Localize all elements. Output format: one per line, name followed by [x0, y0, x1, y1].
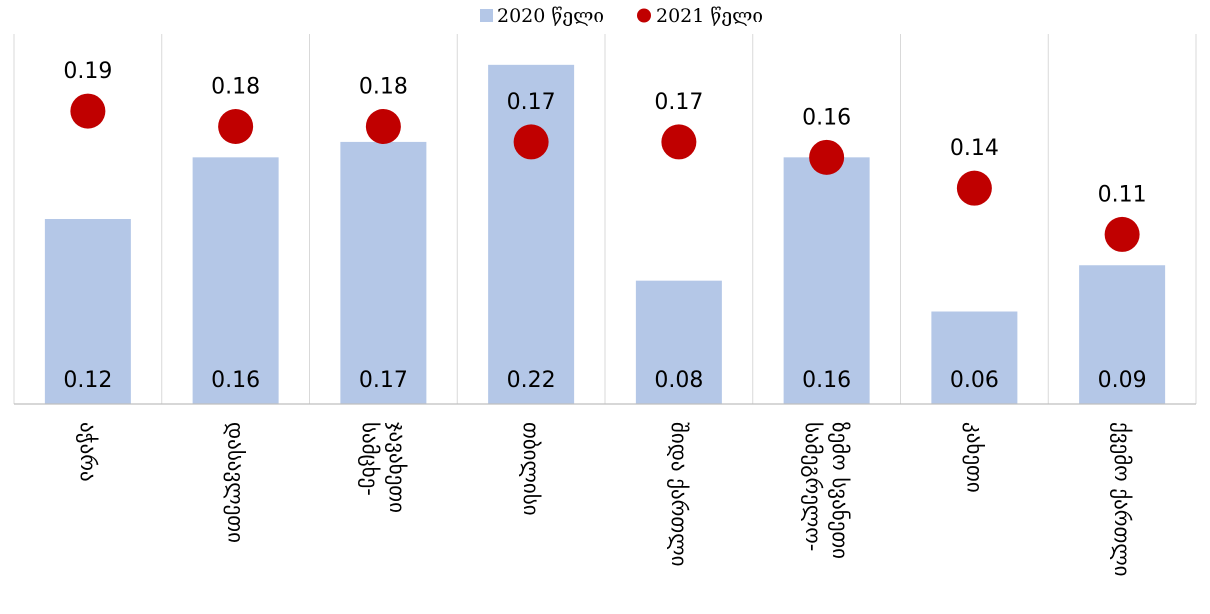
category-label-line: ქვემო ქართლი: [1110, 422, 1134, 577]
category-label-line: სამცხე-: [358, 422, 382, 496]
legend-swatch-2021: [637, 8, 651, 23]
bar: [783, 157, 870, 404]
bar-value-label: 0.16: [802, 368, 851, 393]
category-label: დასავლეთი: [224, 422, 248, 543]
category-label-line: კახეთი: [962, 422, 986, 493]
bar-series-2020: [44, 64, 1166, 404]
marker-value-label: 0.17: [507, 90, 556, 115]
bar: [635, 280, 722, 404]
category-label: აჭარა: [76, 422, 100, 482]
marker-point: [513, 124, 549, 160]
bar: [192, 157, 279, 404]
marker-point: [809, 139, 845, 175]
marker-point: [218, 109, 254, 144]
marker-point: [956, 170, 992, 206]
bar: [340, 141, 427, 404]
marker-value-label: 0.11: [1098, 182, 1147, 207]
bar: [1079, 265, 1166, 404]
category-label-line: სამეგრელო-: [801, 422, 825, 551]
marker-point: [70, 93, 106, 129]
legend-swatch-2020: [480, 9, 493, 22]
category-label: სამეგრელო-ზემო სვანეთი: [801, 422, 852, 559]
category-label-line: ჯავახეთი: [385, 422, 409, 513]
category-label: თბილისი: [519, 422, 543, 516]
category-label: კახეთი: [962, 422, 986, 493]
marker-point: [365, 109, 401, 144]
category-label-line: შიდა ქართლი: [667, 422, 691, 566]
marker-value-label: 0.14: [950, 136, 999, 161]
marker-series-2021: [70, 93, 1140, 252]
bar-value-label: 0.22: [507, 368, 556, 393]
marker-value-labels: 0.19 0.18 0.18 0.17 0.17 0.16 0.14 0.11: [63, 59, 1146, 207]
marker-value-label: 0.17: [654, 90, 703, 115]
bar-value-label: 0.08: [654, 368, 703, 393]
bar: [931, 311, 1018, 404]
bar-value-labels: 0.12 0.16 0.17 0.22 0.08 0.16 0.06 0.09: [63, 368, 1146, 393]
category-label-line: ზემო სვანეთი: [828, 422, 852, 559]
bar-value-label: 0.09: [1098, 368, 1147, 393]
marker-value-label: 0.18: [211, 75, 260, 100]
category-label-line: დასავლეთი: [224, 422, 248, 543]
marker-value-label: 0.19: [63, 59, 112, 84]
marker-value-label: 0.16: [802, 105, 851, 130]
category-gridlines: [13, 34, 1197, 404]
category-label: სამცხე-ჯავახეთი: [358, 422, 409, 513]
category-label: ქვემო ქართლი: [1110, 422, 1134, 577]
bar: [488, 64, 575, 404]
marker-point: [1104, 216, 1140, 252]
legend-label-2021: 2021 წელი: [656, 5, 763, 27]
category-labels: აჭარა დასავლეთი სამცხე-ჯავახეთი თბილისი შიდა…: [76, 422, 1134, 577]
marker-value-label: 0.18: [359, 75, 408, 100]
category-label: შიდა ქართლი: [667, 422, 691, 566]
marker-point: [661, 124, 697, 160]
category-label-line: აჭარა: [76, 422, 100, 482]
category-label-line: თბილისი: [519, 422, 543, 516]
bar: [44, 219, 131, 404]
bar-value-label: 0.06: [950, 368, 999, 393]
bar-value-label: 0.17: [359, 368, 408, 393]
bar-value-label: 0.12: [63, 368, 112, 393]
legend-label-2020: 2020 წელი: [497, 5, 604, 27]
legend: 2020 წელი 2021 წელი: [480, 5, 763, 27]
bar-value-label: 0.16: [211, 368, 260, 393]
